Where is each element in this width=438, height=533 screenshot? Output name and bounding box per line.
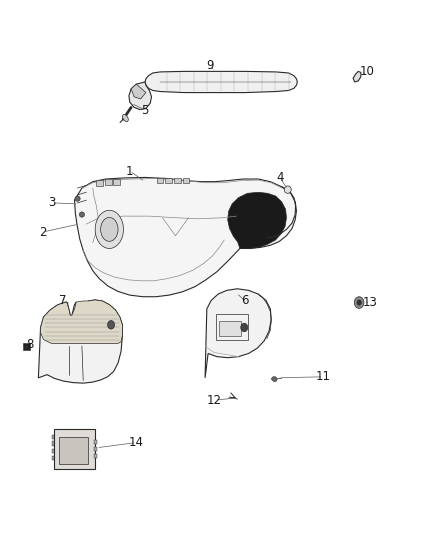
Text: 2: 2 [39, 225, 46, 239]
Ellipse shape [101, 217, 118, 241]
Bar [215, 314, 248, 340]
Ellipse shape [108, 320, 115, 329]
Bar [183, 178, 189, 183]
Text: 11: 11 [316, 370, 331, 383]
Polygon shape [145, 71, 297, 93]
Text: 7: 7 [59, 294, 66, 308]
Bar [174, 178, 181, 183]
Ellipse shape [357, 300, 361, 305]
Text: 8: 8 [26, 338, 33, 351]
Text: 1: 1 [126, 165, 134, 177]
Ellipse shape [95, 211, 124, 248]
Bar [219, 320, 241, 336]
Text: 6: 6 [241, 294, 249, 308]
Bar [166, 178, 172, 183]
Polygon shape [353, 71, 361, 82]
Text: 3: 3 [48, 196, 55, 209]
Text: 9: 9 [207, 59, 214, 71]
Polygon shape [205, 289, 271, 378]
Polygon shape [41, 300, 122, 343]
Text: 10: 10 [360, 65, 374, 78]
Polygon shape [271, 377, 277, 382]
Bar [52, 449, 54, 453]
Bar [52, 434, 54, 439]
Bar [157, 178, 163, 183]
Bar [94, 440, 97, 444]
Text: 14: 14 [129, 436, 144, 449]
Ellipse shape [79, 212, 85, 217]
Polygon shape [74, 177, 297, 297]
Ellipse shape [354, 297, 364, 309]
Polygon shape [39, 300, 122, 383]
Bar [105, 179, 112, 185]
Text: 4: 4 [276, 171, 284, 184]
Text: 5: 5 [141, 103, 148, 117]
Bar [113, 179, 120, 185]
Ellipse shape [123, 115, 128, 122]
Ellipse shape [284, 186, 291, 193]
Ellipse shape [241, 323, 248, 332]
Bar [23, 343, 30, 350]
Polygon shape [131, 84, 146, 99]
Bar [53, 429, 95, 469]
Text: 13: 13 [363, 296, 378, 309]
Polygon shape [228, 192, 286, 248]
Bar [94, 447, 97, 451]
Bar [52, 456, 54, 460]
Bar [94, 454, 97, 458]
Polygon shape [129, 82, 152, 110]
Ellipse shape [75, 196, 80, 201]
Bar [52, 441, 54, 446]
Text: 12: 12 [207, 393, 222, 407]
Bar [96, 180, 103, 187]
Bar [59, 437, 88, 464]
